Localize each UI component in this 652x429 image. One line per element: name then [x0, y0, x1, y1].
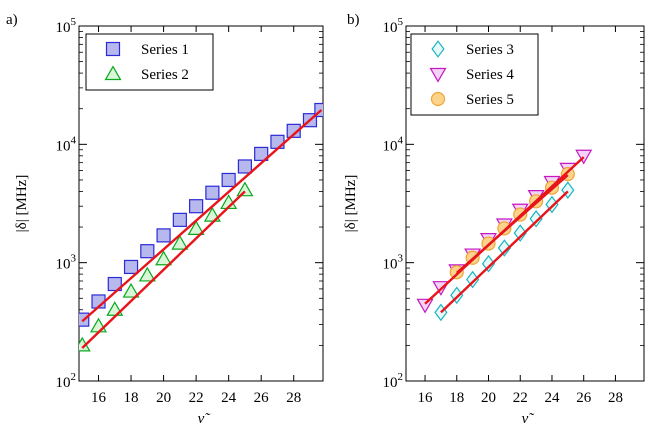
- legend-entry: Series 3: [466, 42, 514, 58]
- data-point: [156, 228, 171, 243]
- x-tick-label: 26: [576, 390, 592, 406]
- y-tick-label: 104: [56, 134, 77, 154]
- x-tick-label: 16: [418, 390, 434, 406]
- plot-frame: [405, 25, 645, 382]
- chart-panel-1: 16 18 20 22 24 26 28 102 103 104 105 ν̃ |δ| [MHz] a) S…: [6, 12, 324, 427]
- data-point: [107, 276, 122, 292]
- panel-label: a): [6, 12, 18, 28]
- y-tick-label: 103: [56, 253, 77, 273]
- data-point: [575, 149, 593, 165]
- panel-label: b): [347, 12, 360, 28]
- plot-frame: [78, 25, 324, 382]
- x-tick-label: 16: [91, 390, 107, 406]
- fit-line: [455, 174, 569, 274]
- x-axis-label: ν̃: [198, 411, 211, 427]
- data-point: [416, 298, 434, 314]
- chart-panel-2: 16 18 20 22 24 26 28 102 103 104 105 ν̃ |δ| [MHz] b) S…: [343, 12, 645, 427]
- data-point: [205, 185, 220, 200]
- data-point: [286, 123, 301, 138]
- x-tick-label: 28: [286, 390, 301, 406]
- x-tick-label: 24: [544, 390, 560, 406]
- x-tick-label: 22: [189, 390, 204, 406]
- data-point: [90, 317, 108, 333]
- data-point: [236, 181, 254, 197]
- data-point: [171, 234, 189, 250]
- legend-entry: Series 5: [466, 92, 514, 108]
- x-tick-label: 26: [254, 390, 270, 406]
- data-layer: [416, 149, 593, 322]
- data-point: [106, 301, 124, 316]
- legend: Series 3 Series 4 Series 5: [410, 33, 539, 116]
- data-point: [513, 224, 527, 242]
- data-point: [497, 239, 511, 257]
- data-point: [481, 254, 496, 273]
- x-tick-label: 20: [481, 390, 496, 406]
- data-point: [155, 250, 173, 266]
- x-tick-label: 20: [156, 390, 171, 406]
- y-tick-label: 102: [383, 371, 404, 391]
- x-tick-label: 24: [221, 390, 237, 406]
- y-tick-label: 104: [383, 134, 404, 154]
- data-point: [529, 209, 543, 228]
- x-tick-label: 28: [608, 390, 623, 406]
- data-point: [221, 172, 236, 188]
- data-point: [237, 159, 253, 174]
- y-tick-label: 105: [56, 16, 77, 36]
- data-point: [497, 221, 512, 236]
- data-layer: [79, 102, 323, 352]
- data-point: [122, 282, 140, 298]
- legend: Series 1 Series 2: [85, 33, 214, 91]
- legend-marker: [104, 65, 122, 81]
- x-tick-label: 18: [124, 390, 139, 406]
- data-point: [138, 266, 156, 282]
- data-point: [561, 181, 575, 199]
- legend-entry: Series 2: [141, 67, 189, 83]
- y-axis-label: |δ| [MHz]: [14, 175, 30, 233]
- data-point: [123, 259, 139, 275]
- fit-line: [440, 190, 569, 314]
- y-tick-label: 102: [56, 371, 77, 391]
- data-point: [187, 220, 205, 236]
- legend-marker: [430, 91, 446, 107]
- data-point: [254, 146, 269, 162]
- legend-marker: [431, 40, 445, 58]
- y-axis-label: |δ| [MHz]: [343, 175, 359, 233]
- data-point: [189, 199, 204, 214]
- legend-marker: [105, 41, 121, 57]
- legend-marker: [429, 67, 447, 83]
- fit-line: [81, 109, 323, 323]
- data-point: [172, 212, 187, 227]
- legend-entry: Series 1: [141, 42, 189, 58]
- y-tick-label: 103: [383, 253, 404, 273]
- y-tick-label: 105: [383, 16, 404, 36]
- data-point: [314, 102, 323, 118]
- fit-line: [81, 190, 246, 349]
- x-axis-label: ν̃: [522, 411, 535, 427]
- legend-entry: Series 4: [466, 67, 514, 83]
- data-point: [140, 244, 155, 259]
- x-tick-label: 18: [449, 390, 464, 406]
- x-tick-label: 22: [513, 390, 528, 406]
